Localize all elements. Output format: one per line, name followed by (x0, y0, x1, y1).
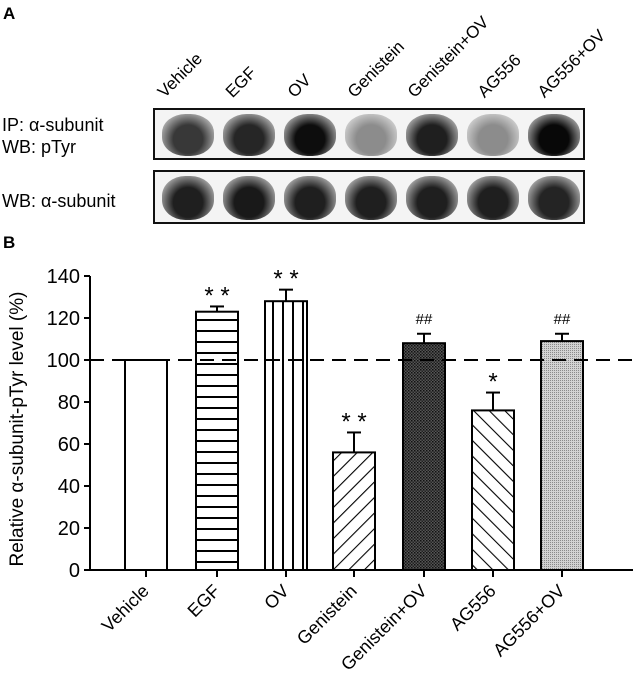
blot-band (467, 176, 519, 220)
significance-marker: ## (416, 311, 433, 328)
bar-vehicle (124, 359, 168, 571)
panel-b-label: B (3, 233, 16, 252)
bar-ag556 (471, 409, 515, 571)
y-tick-label: 20 (58, 518, 80, 540)
blot-band (284, 176, 336, 220)
y-tick-label: 80 (58, 392, 80, 414)
x-tick-label: AG556 (446, 581, 500, 635)
significance-marker: ## (554, 311, 571, 328)
x-tick-label: Vehicle (98, 581, 153, 636)
bar-egf (195, 310, 239, 571)
panel-a-label: A (3, 4, 16, 23)
blot-band (467, 114, 519, 156)
x-tick-label: EGF (184, 581, 224, 621)
significance-marker: * (488, 369, 497, 396)
blot-band (345, 176, 397, 220)
bar-ov (264, 300, 308, 571)
blot1-label-line1: IP: α-subunit (2, 115, 104, 135)
blot1-label-line2: WB: pTyr (2, 137, 77, 157)
blot1-label: IP: α-subunit WB: pTyr (2, 114, 103, 158)
y-tick-label: 100 (47, 350, 80, 372)
significance-marker: * * (341, 408, 366, 435)
x-tick-label: AG556+OV (489, 581, 569, 661)
blot-band (162, 176, 214, 220)
bar-ag556-plus-ov (540, 340, 584, 571)
bar-genistein (332, 451, 376, 571)
blot-band (284, 114, 336, 156)
blot-band (345, 114, 397, 156)
y-tick-label: 120 (47, 308, 80, 330)
blot-band (406, 176, 458, 220)
blot-band (162, 114, 214, 156)
blot-alpha-subunit (153, 170, 585, 224)
x-tick-label: Genistein (293, 581, 361, 649)
y-axis-label: Relative α-subunit-pTyr level (%) (7, 292, 28, 567)
blot2-label: WB: α-subunit (2, 191, 116, 211)
y-tick-label: 60 (58, 434, 80, 456)
blot-band (223, 114, 275, 156)
y-tick-label: 140 (47, 266, 80, 288)
chart-annotations: * * * * * * ## * ## (90, 266, 633, 435)
blot-ptyr (153, 108, 585, 160)
blot-band (528, 114, 580, 156)
y-tick-label: 0 (69, 560, 80, 582)
chart-axes: 0 20 40 60 80 100 120 140 Relative α-subunit-pTy… (7, 266, 633, 674)
blot-band (528, 176, 580, 220)
blot-band (406, 114, 458, 156)
chart-bars (124, 288, 584, 572)
blot-band (223, 176, 275, 220)
significance-marker: * * (273, 266, 298, 293)
bar-genistein-plus-ov (402, 342, 446, 572)
x-tick-label: OV (260, 581, 293, 614)
significance-marker: * * (204, 282, 229, 309)
y-tick-label: 40 (58, 476, 80, 498)
